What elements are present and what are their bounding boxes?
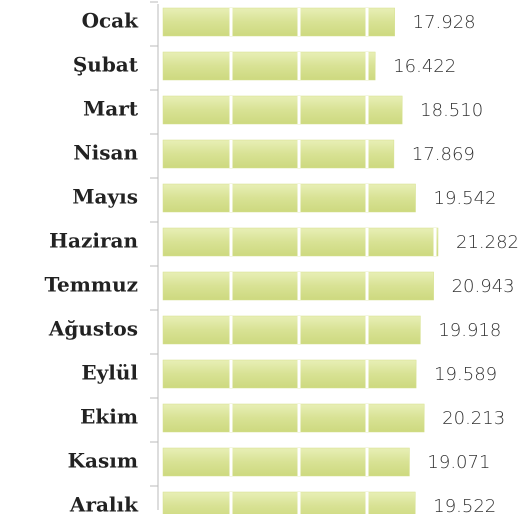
value-label: 16.422: [393, 56, 456, 77]
category-label: Ocak: [82, 9, 140, 33]
bar: [162, 7, 395, 37]
bar: [162, 403, 425, 433]
value-label: 19.522: [433, 496, 496, 514]
category-label: Haziran: [49, 229, 138, 253]
value-label: 19.071: [427, 452, 490, 473]
category-label: Mayıs: [72, 185, 138, 209]
value-label: 19.542: [434, 188, 497, 209]
category-label: Nisan: [73, 141, 138, 165]
category-label: Aralık: [69, 493, 139, 514]
value-label: 17.869: [412, 144, 475, 165]
category-label: Eylül: [81, 361, 138, 385]
category-label: Kasım: [68, 449, 138, 473]
bar: [162, 139, 395, 169]
category-label: Mart: [83, 97, 139, 121]
bar: [162, 491, 416, 514]
bar: [162, 95, 403, 125]
value-label: 19.589: [434, 364, 497, 385]
value-label: 21.282: [456, 232, 519, 253]
bar: [162, 183, 416, 213]
category-label: Ağustos: [48, 317, 138, 341]
value-label: 18.510: [420, 100, 483, 121]
category-label: Temmuz: [44, 273, 138, 297]
bar: [162, 447, 410, 477]
value-label: 19.918: [438, 320, 501, 341]
category-label: Ekim: [80, 405, 138, 429]
bar: [162, 51, 376, 81]
bar: [162, 359, 417, 389]
category-label: Şubat: [73, 53, 139, 77]
value-label: 20.943: [452, 276, 515, 297]
bar: [162, 315, 421, 345]
value-label: 17.928: [413, 12, 476, 33]
value-label: 20.213: [442, 408, 505, 429]
